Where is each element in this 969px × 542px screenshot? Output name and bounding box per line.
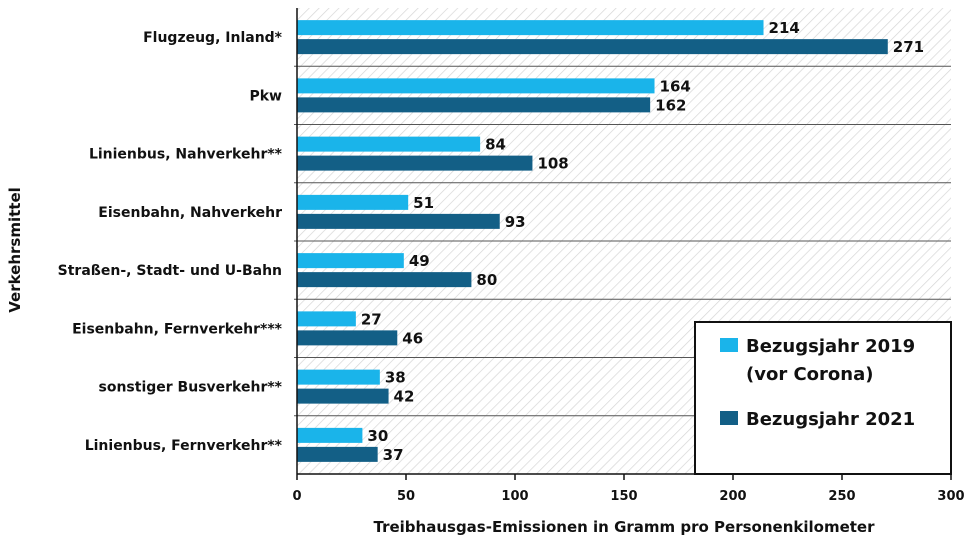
value-label: 38 xyxy=(385,369,406,387)
category-label: Linienbus, Nahverkehr** xyxy=(89,147,283,163)
value-label: 51 xyxy=(413,194,434,212)
x-tick-label: 250 xyxy=(828,489,855,504)
legend-swatch-2019 xyxy=(720,338,738,352)
bar xyxy=(297,272,472,288)
bar xyxy=(297,78,655,94)
legend-label-2019: Bezugsjahr 2019 xyxy=(746,336,915,357)
value-label: 27 xyxy=(361,310,382,328)
category-label: Linienbus, Fernverkehr** xyxy=(85,438,283,454)
bar xyxy=(297,330,398,346)
bar xyxy=(297,97,651,113)
bar xyxy=(297,136,481,152)
bar xyxy=(297,369,380,385)
value-label: 42 xyxy=(394,388,415,406)
y-axis-title: Verkehrsmittel xyxy=(6,187,24,313)
value-label: 164 xyxy=(660,77,691,95)
bar xyxy=(297,253,404,269)
x-tick-label: 300 xyxy=(937,489,964,504)
category-label: Flugzeug, Inland* xyxy=(143,30,283,46)
bar xyxy=(297,388,389,404)
value-label: 30 xyxy=(367,427,388,445)
x-tick-label: 50 xyxy=(397,489,415,504)
value-label: 271 xyxy=(893,38,924,56)
legend-label-2019-note: (vor Corona) xyxy=(746,364,873,385)
legend-box xyxy=(694,321,952,475)
bar xyxy=(297,20,764,36)
category-label: Eisenbahn, Fernverkehr*** xyxy=(72,321,283,337)
legend-label-2021: Bezugsjahr 2021 xyxy=(746,409,915,430)
value-label: 108 xyxy=(537,155,568,173)
bar xyxy=(297,213,500,229)
value-label: 49 xyxy=(409,252,430,270)
category-label: Straßen-, Stadt- und U-Bahn xyxy=(58,263,282,279)
bar xyxy=(297,194,409,210)
category-label: Pkw xyxy=(249,88,282,104)
legend: Bezugsjahr 2019 (vor Corona) Bezugsjahr … xyxy=(694,321,952,475)
x-tick-label: 200 xyxy=(719,489,746,504)
value-label: 37 xyxy=(383,446,404,464)
bar xyxy=(297,446,378,462)
value-label: 93 xyxy=(505,213,526,231)
value-label: 84 xyxy=(485,136,506,154)
bar xyxy=(297,311,356,327)
value-label: 46 xyxy=(402,329,423,347)
bar xyxy=(297,427,363,443)
x-tick-label: 0 xyxy=(292,489,301,504)
x-tick-label: 100 xyxy=(501,489,528,504)
value-label: 80 xyxy=(476,271,497,289)
category-label: sonstiger Busverkehr** xyxy=(99,380,283,396)
value-label: 214 xyxy=(769,19,800,37)
bar xyxy=(297,155,533,171)
bar xyxy=(297,39,888,55)
value-label: 162 xyxy=(655,96,686,114)
x-axis-title: Treibhausgas-Emissionen in Gramm pro Per… xyxy=(374,518,876,536)
x-tick-label: 150 xyxy=(610,489,637,504)
category-label: Eisenbahn, Nahverkehr xyxy=(98,205,282,221)
legend-swatch-2021 xyxy=(720,411,738,425)
